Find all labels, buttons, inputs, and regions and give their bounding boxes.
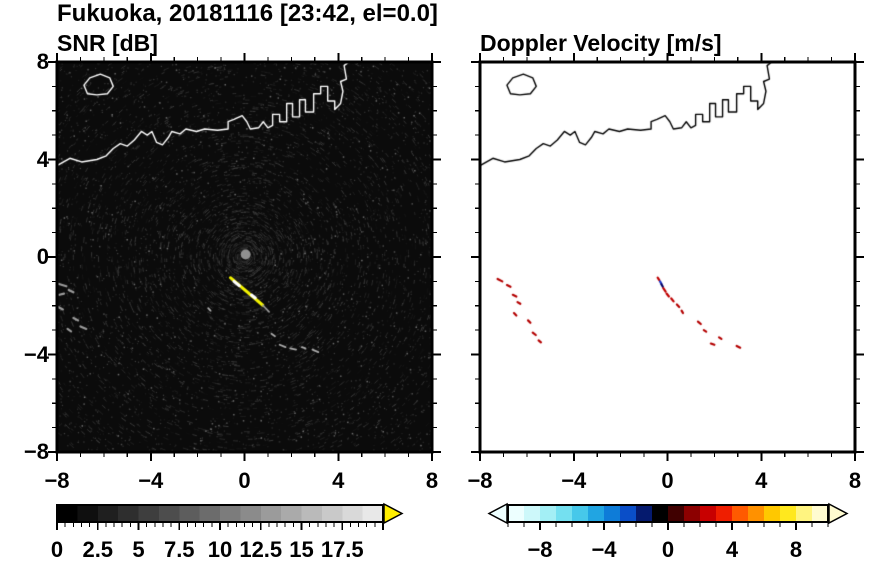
figure-title: Fukuoka, 20181116 [23:42, el=0.0] — [57, 0, 438, 27]
snr-y-tick-label: 8 — [36, 49, 49, 74]
doppler-x-tick-label: 8 — [848, 468, 862, 493]
doppler-x-tick-label: 0 — [661, 468, 674, 493]
doppler-radar-image — [480, 62, 855, 452]
snr-colorbar-tick-label: 12.5 — [239, 537, 283, 562]
snr-x-tick-label: −8 — [44, 468, 70, 493]
snr-colorbar-tick-label: 17.5 — [320, 537, 364, 562]
doppler-x-tick-label: 4 — [755, 468, 768, 493]
snr-colorbar-tick-label: 15 — [289, 537, 314, 562]
doppler-colorbar-tick-label: 4 — [725, 537, 739, 562]
doppler-colorbar-tick-label: −4 — [591, 537, 617, 562]
snr-colorbar-tick-label: 5 — [132, 537, 145, 562]
doppler-colorbar — [487, 502, 849, 530]
snr-colorbar — [56, 502, 404, 530]
doppler-x-tick-label: −4 — [561, 468, 587, 493]
doppler-colorbar-tick-label: −8 — [527, 537, 553, 562]
doppler-panel-title: Doppler Velocity [m/s] — [480, 30, 722, 56]
doppler-colorbar-under-arrow — [487, 502, 508, 525]
snr-x-tick-label: 0 — [238, 468, 251, 493]
snr-colorbar-tick-label: 10 — [207, 537, 233, 562]
snr-colorbar-tick-label: 7.5 — [163, 537, 195, 562]
snr-y-tick-label: −4 — [23, 341, 49, 367]
snr-colorbar-over-arrow — [383, 502, 404, 525]
snr-y-tick-label: 4 — [36, 146, 49, 172]
doppler-colorbar-tick-label: 0 — [661, 537, 675, 562]
snr-y-tick-label: −8 — [23, 439, 49, 464]
snr-x-tick-label: −4 — [138, 468, 164, 493]
doppler-colorbar-over-arrow — [828, 502, 849, 525]
snr-panel-title: SNR [dB] — [57, 30, 158, 56]
snr-colorbar-tick-label: 0 — [50, 537, 64, 562]
snr-x-tick-label: 4 — [332, 468, 345, 493]
snr-x-tick-label: 8 — [425, 468, 439, 493]
doppler-x-tick-label: −8 — [467, 468, 493, 493]
snr-colorbar-outline — [56, 504, 384, 523]
doppler-colorbar-outline — [507, 504, 829, 523]
snr-radar-image — [57, 62, 432, 452]
snr-colorbar-tick-label: 2.5 — [82, 537, 114, 562]
snr-y-tick-label: 0 — [36, 244, 49, 269]
doppler-colorbar-tick-label: 8 — [789, 537, 803, 562]
